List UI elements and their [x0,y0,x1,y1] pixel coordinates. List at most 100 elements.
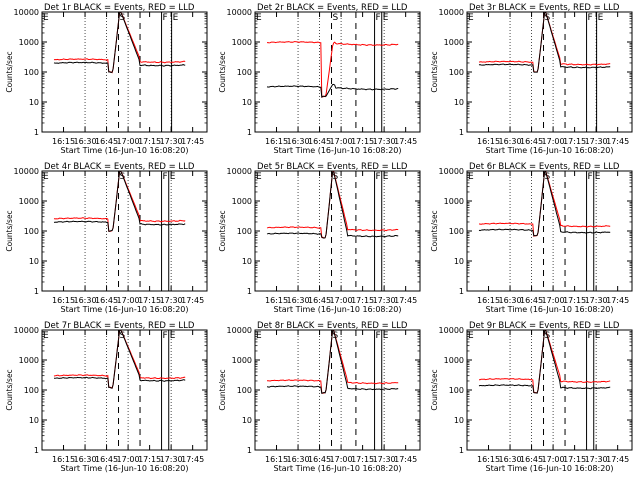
y-tick-label: 10 [29,98,39,107]
y-tick-label: 10 [454,257,464,266]
x-tick-label: 17:00 [330,137,353,146]
y-tick-label: 100 [24,227,39,236]
y-tick-label: 100 [237,68,252,77]
y-tick-label: 1 [34,287,39,296]
plot-frame [41,329,208,451]
plot-frame [41,170,208,292]
marker-label: E [595,331,601,341]
marker-label: E [173,13,179,23]
x-tick-label: 17:45 [181,137,204,146]
x-tick-label: 16:30 [74,296,97,305]
plot-frame [41,11,208,133]
x-tick-label: 16:45 [95,455,118,464]
y-tick-label: 1000 [19,197,39,206]
y-tick-label: 10 [242,257,252,266]
x-tick-label: 16:15 [477,455,500,464]
marker-label: F [588,331,593,341]
y-tick-label: 10000 [439,326,464,335]
y-tick-label: 10000 [14,8,39,17]
marker-label: E [170,331,176,341]
y-tick-label: 10 [454,416,464,425]
series-line-events [478,171,611,237]
panel-title: Det 9r BLACK = Events, RED = LLD [469,321,620,331]
x-tick-label: 16:45 [520,296,543,305]
x-tick-label: 17:45 [394,137,417,146]
x-tick-label: 16:45 [308,455,331,464]
y-tick-label: 10000 [227,326,252,335]
y-axis-label: Counts/sec [430,369,439,410]
marker-label: F [588,13,593,23]
y-tick-label: 1000 [444,38,464,47]
series-line-events [53,12,186,74]
x-tick-label: 16:30 [287,455,310,464]
x-tick-label: 16:30 [74,455,97,464]
y-tick-label: 1 [459,287,464,296]
x-tick-label: 16:45 [520,137,543,146]
plot-area [478,330,611,394]
marker-label: F [163,13,168,23]
y-tick-label: 100 [24,68,39,77]
x-tick-label: 16:30 [287,137,310,146]
y-axis-label: Counts/sec [430,51,439,92]
x-tick-label: 17:15 [138,455,161,464]
marker-label: E [383,13,389,23]
x-axis-label: Start Time (16-Jun-10 16:08:20) [61,464,189,473]
x-tick-label: 17:15 [563,455,586,464]
x-tick-label: 17:00 [330,296,353,305]
plot-frame [466,329,633,451]
x-tick-label: 16:30 [499,455,522,464]
series-line-events [53,330,186,389]
marker-label: S [120,13,126,23]
marker-label: E [595,172,601,182]
x-tick-label: 16:45 [520,455,543,464]
x-tick-label: 16:45 [95,296,118,305]
series-line-events [266,330,399,394]
x-tick-label: 17:00 [117,455,140,464]
x-tick-label: 17:00 [542,296,565,305]
x-tick-label: 16:15 [52,455,75,464]
y-tick-label: 100 [24,386,39,395]
y-tick-label: 1 [247,128,252,137]
x-tick-label: 17:00 [117,296,140,305]
panel-title: Det 7r BLACK = Events, RED = LLD [44,321,195,331]
marker-label: E [468,13,474,23]
x-tick-label: 16:15 [477,137,500,146]
x-tick-label: 16:30 [499,296,522,305]
y-tick-label: 10 [242,416,252,425]
x-tick-label: 17:30 [373,455,396,464]
x-tick-label: 17:30 [373,137,396,146]
x-tick-label: 17:15 [138,296,161,305]
y-tick-label: 10000 [439,167,464,176]
x-tick-label: 17:15 [138,137,161,146]
marker-label: E [256,172,262,182]
marker-label: E [383,331,389,341]
x-tick-label: 17:45 [394,455,417,464]
x-axis-label: Start Time (16-Jun-10 16:08:20) [274,146,402,155]
x-tick-label: 16:15 [265,296,288,305]
y-axis-label: Counts/sec [218,51,227,92]
x-tick-label: 17:45 [606,296,629,305]
y-tick-label: 10000 [14,326,39,335]
x-axis-label: Start Time (16-Jun-10 16:08:20) [61,146,189,155]
x-tick-label: 17:30 [373,296,396,305]
marker-label: E [383,172,389,182]
marker-label: S [333,172,339,182]
x-tick-label: 17:45 [606,455,629,464]
marker-label: S [333,13,339,23]
y-tick-label: 10000 [14,167,39,176]
y-tick-label: 10 [29,257,39,266]
x-axis-label: Start Time (16-Jun-10 16:08:20) [486,464,614,473]
y-axis-label: Counts/sec [5,51,14,92]
plot-frame [466,11,633,133]
y-tick-label: 100 [237,386,252,395]
plot-area [53,12,186,74]
y-tick-label: 100 [449,386,464,395]
y-axis-label: Counts/sec [5,369,14,410]
x-tick-label: 17:15 [351,455,374,464]
x-tick-label: 17:45 [181,296,204,305]
